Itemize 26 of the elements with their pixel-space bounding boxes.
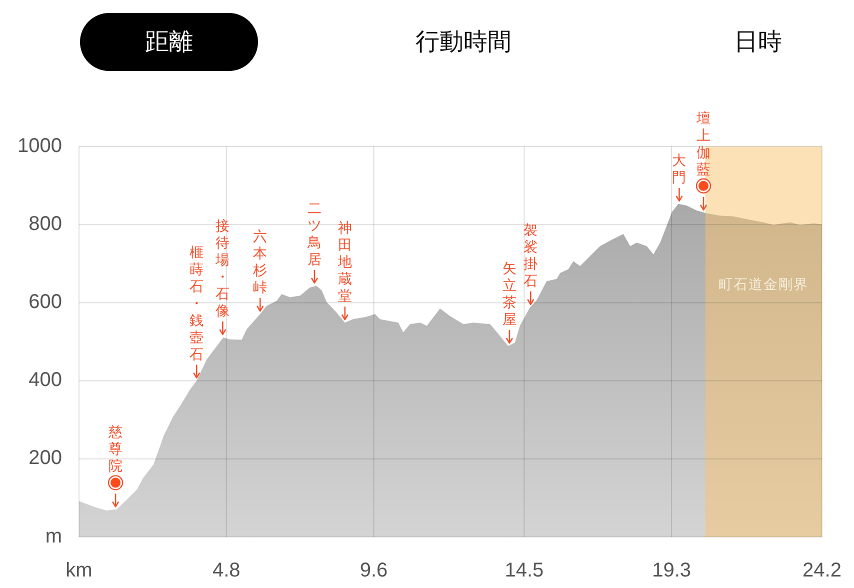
tab-label: 行動時間 (416, 28, 512, 56)
annotation-label: 大門 (672, 152, 686, 185)
annotation-label: 壇上伽藍 (696, 110, 710, 177)
x-tick-label: 19.3 (652, 559, 692, 582)
x-tick-label: 9.6 (360, 559, 388, 582)
annotation-label: 二ツ鳥居 (308, 200, 322, 267)
annotation-label: 六本杉峠 (253, 228, 268, 296)
tab-label: 距離 (145, 28, 193, 56)
y-tick-label: 1000 (18, 134, 62, 157)
y-tick-label: 400 (28, 369, 62, 392)
annotation-label: 慈尊院 (108, 424, 123, 474)
y-tick-label: 600 (28, 290, 62, 313)
annotation-label: 矢立茶屋 (502, 260, 516, 328)
tab-label: 日時 (734, 28, 782, 56)
x-tick-label: 4.8 (212, 559, 240, 582)
y-tick-label: m (45, 525, 62, 548)
annotation-label: 接待場・石像 (216, 217, 230, 318)
x-tick-label: km (66, 559, 92, 582)
band-label: 町石道金剛界 (718, 276, 809, 292)
y-tick-label: 200 (28, 447, 62, 470)
x-tick-label: 14.5 (504, 559, 544, 582)
annotation-label: 袈裟掛石 (524, 221, 538, 288)
x-tick-label: 24.2 (802, 559, 842, 582)
annotation-label: 榧蒔石・銭壺石 (190, 244, 204, 362)
annotation-label: 神田地蔵堂 (338, 220, 352, 304)
y-tick-label: 800 (28, 212, 62, 235)
